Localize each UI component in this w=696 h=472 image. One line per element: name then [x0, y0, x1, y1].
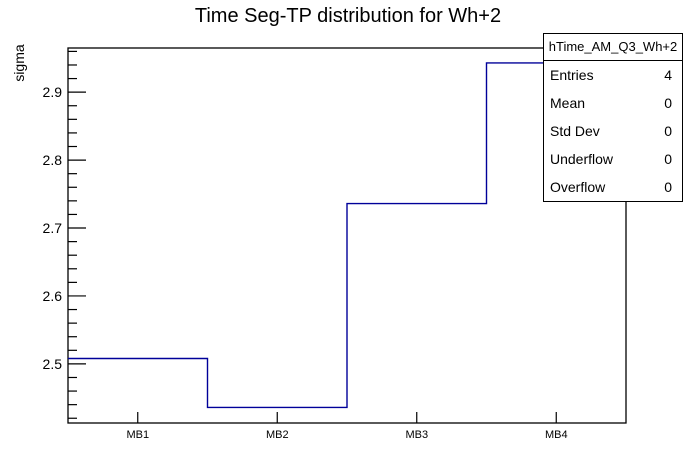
plot-frame — [67, 47, 627, 424]
stats-value: 0 — [664, 123, 672, 139]
stats-value: 0 — [664, 179, 672, 195]
stats-value: 4 — [664, 67, 672, 83]
stats-row: Entries 4 — [544, 61, 682, 89]
y-tick-label: 2.5 — [43, 356, 63, 372]
histogram-line — [68, 62, 626, 409]
y-tick-label: 2.9 — [43, 84, 63, 100]
chart-title: Time Seg-TP distribution for Wh+2 — [194, 5, 502, 27]
y-tick-label: 2.7 — [43, 220, 63, 236]
stats-label: Std Dev — [550, 123, 600, 139]
stats-value: 0 — [664, 151, 672, 167]
stats-row: Overflow 0 — [544, 173, 682, 201]
stats-row: Underflow 0 — [544, 145, 682, 173]
x-tick-label: MB4 — [545, 429, 568, 441]
stats-label: Entries — [550, 67, 594, 83]
x-tick-label: MB3 — [405, 429, 428, 441]
stats-label: Mean — [550, 95, 586, 111]
stats-row: Mean 0 — [544, 89, 682, 117]
stats-label: Underflow — [550, 151, 614, 167]
stats-value: 0 — [664, 95, 672, 111]
stats-box: hTime_AM_Q3_Wh+2 Entries 4 Mean 0 Std De… — [543, 33, 683, 202]
stats-rows: Entries 4 Mean 0 Std Dev 0 Underflow 0 O… — [544, 61, 682, 201]
stats-label: Overflow — [550, 179, 606, 195]
x-tick-label: MB2 — [266, 429, 289, 441]
y-tick-label: 2.6 — [43, 288, 63, 304]
stats-row: Std Dev 0 — [544, 117, 682, 145]
y-tick-label: 2.8 — [43, 152, 63, 168]
stats-box-title: hTime_AM_Q3_Wh+2 — [544, 34, 682, 61]
x-tick-label: MB1 — [126, 429, 149, 441]
